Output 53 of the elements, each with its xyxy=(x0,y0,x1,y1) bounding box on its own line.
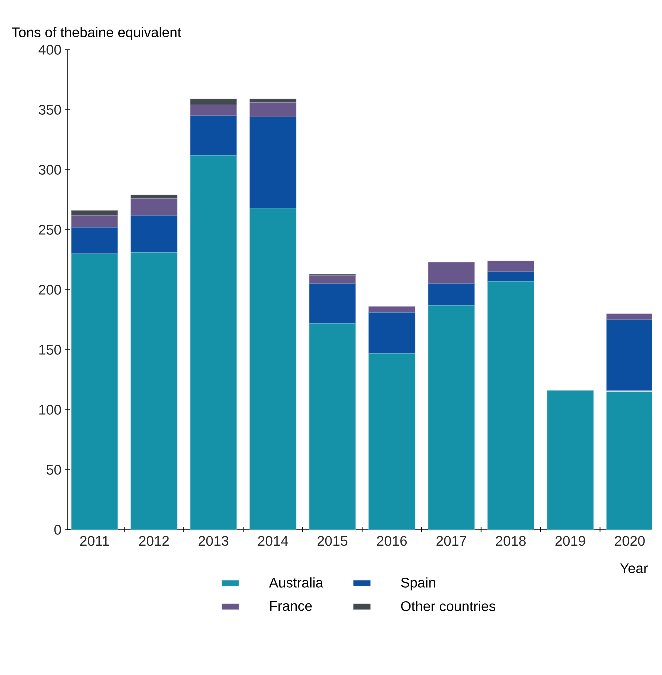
x-tick-label: 2011 xyxy=(80,536,110,546)
bar xyxy=(190,98,238,106)
bar xyxy=(190,116,238,156)
bar xyxy=(71,210,118,216)
bar xyxy=(368,312,416,354)
x-tick-label: 2018 xyxy=(496,536,526,546)
bar xyxy=(71,227,118,254)
x-tick-label: 2013 xyxy=(198,536,229,546)
y-tick-label: 350 xyxy=(39,105,62,115)
y-tick-label: 50 xyxy=(46,465,62,475)
bar xyxy=(71,215,118,228)
x-tick-label: 2020 xyxy=(615,536,645,546)
bar xyxy=(71,254,118,530)
x-tick-label: 2016 xyxy=(377,536,408,546)
x-tick-label: 2012 xyxy=(139,536,170,546)
x-tick-label: 2017 xyxy=(436,536,466,546)
bar xyxy=(606,392,652,530)
y-tick-label: 250 xyxy=(39,225,62,235)
bar xyxy=(488,272,534,282)
y-tick-label: 400 xyxy=(38,45,62,55)
bar xyxy=(368,353,416,530)
y-tick-label: 300 xyxy=(39,165,62,175)
y-tick-label: 0 xyxy=(54,525,62,535)
x-tick-label: 2014 xyxy=(258,536,288,546)
bar xyxy=(368,306,416,313)
legend-label: Australia xyxy=(269,578,324,588)
bar xyxy=(130,215,178,253)
bar xyxy=(547,390,594,530)
x-tick-label: 2019 xyxy=(556,536,586,546)
y-tick-label: 200 xyxy=(39,285,62,295)
bar xyxy=(428,305,475,530)
bar xyxy=(250,116,297,209)
bar xyxy=(190,104,238,116)
x-tick-label: 2015 xyxy=(318,536,348,546)
bar xyxy=(428,262,475,284)
bar xyxy=(250,102,297,118)
legend-label: Spain xyxy=(401,578,436,591)
y-tick-label: 100 xyxy=(40,405,62,415)
legend-label: Other countries xyxy=(401,601,496,612)
bar xyxy=(428,284,475,306)
bar xyxy=(130,252,178,530)
bar xyxy=(488,261,534,272)
y-axis-title: Tons of thebaine equivalent xyxy=(12,27,182,40)
bar xyxy=(130,198,178,216)
bar xyxy=(190,155,238,530)
bar xyxy=(606,320,652,391)
bar xyxy=(309,323,356,530)
x-axis-title: Year xyxy=(620,564,648,574)
bar xyxy=(488,281,534,530)
legend-label: France xyxy=(270,601,312,612)
y-tick-label: 150 xyxy=(40,345,62,355)
bar xyxy=(250,208,297,530)
bar xyxy=(309,284,356,324)
